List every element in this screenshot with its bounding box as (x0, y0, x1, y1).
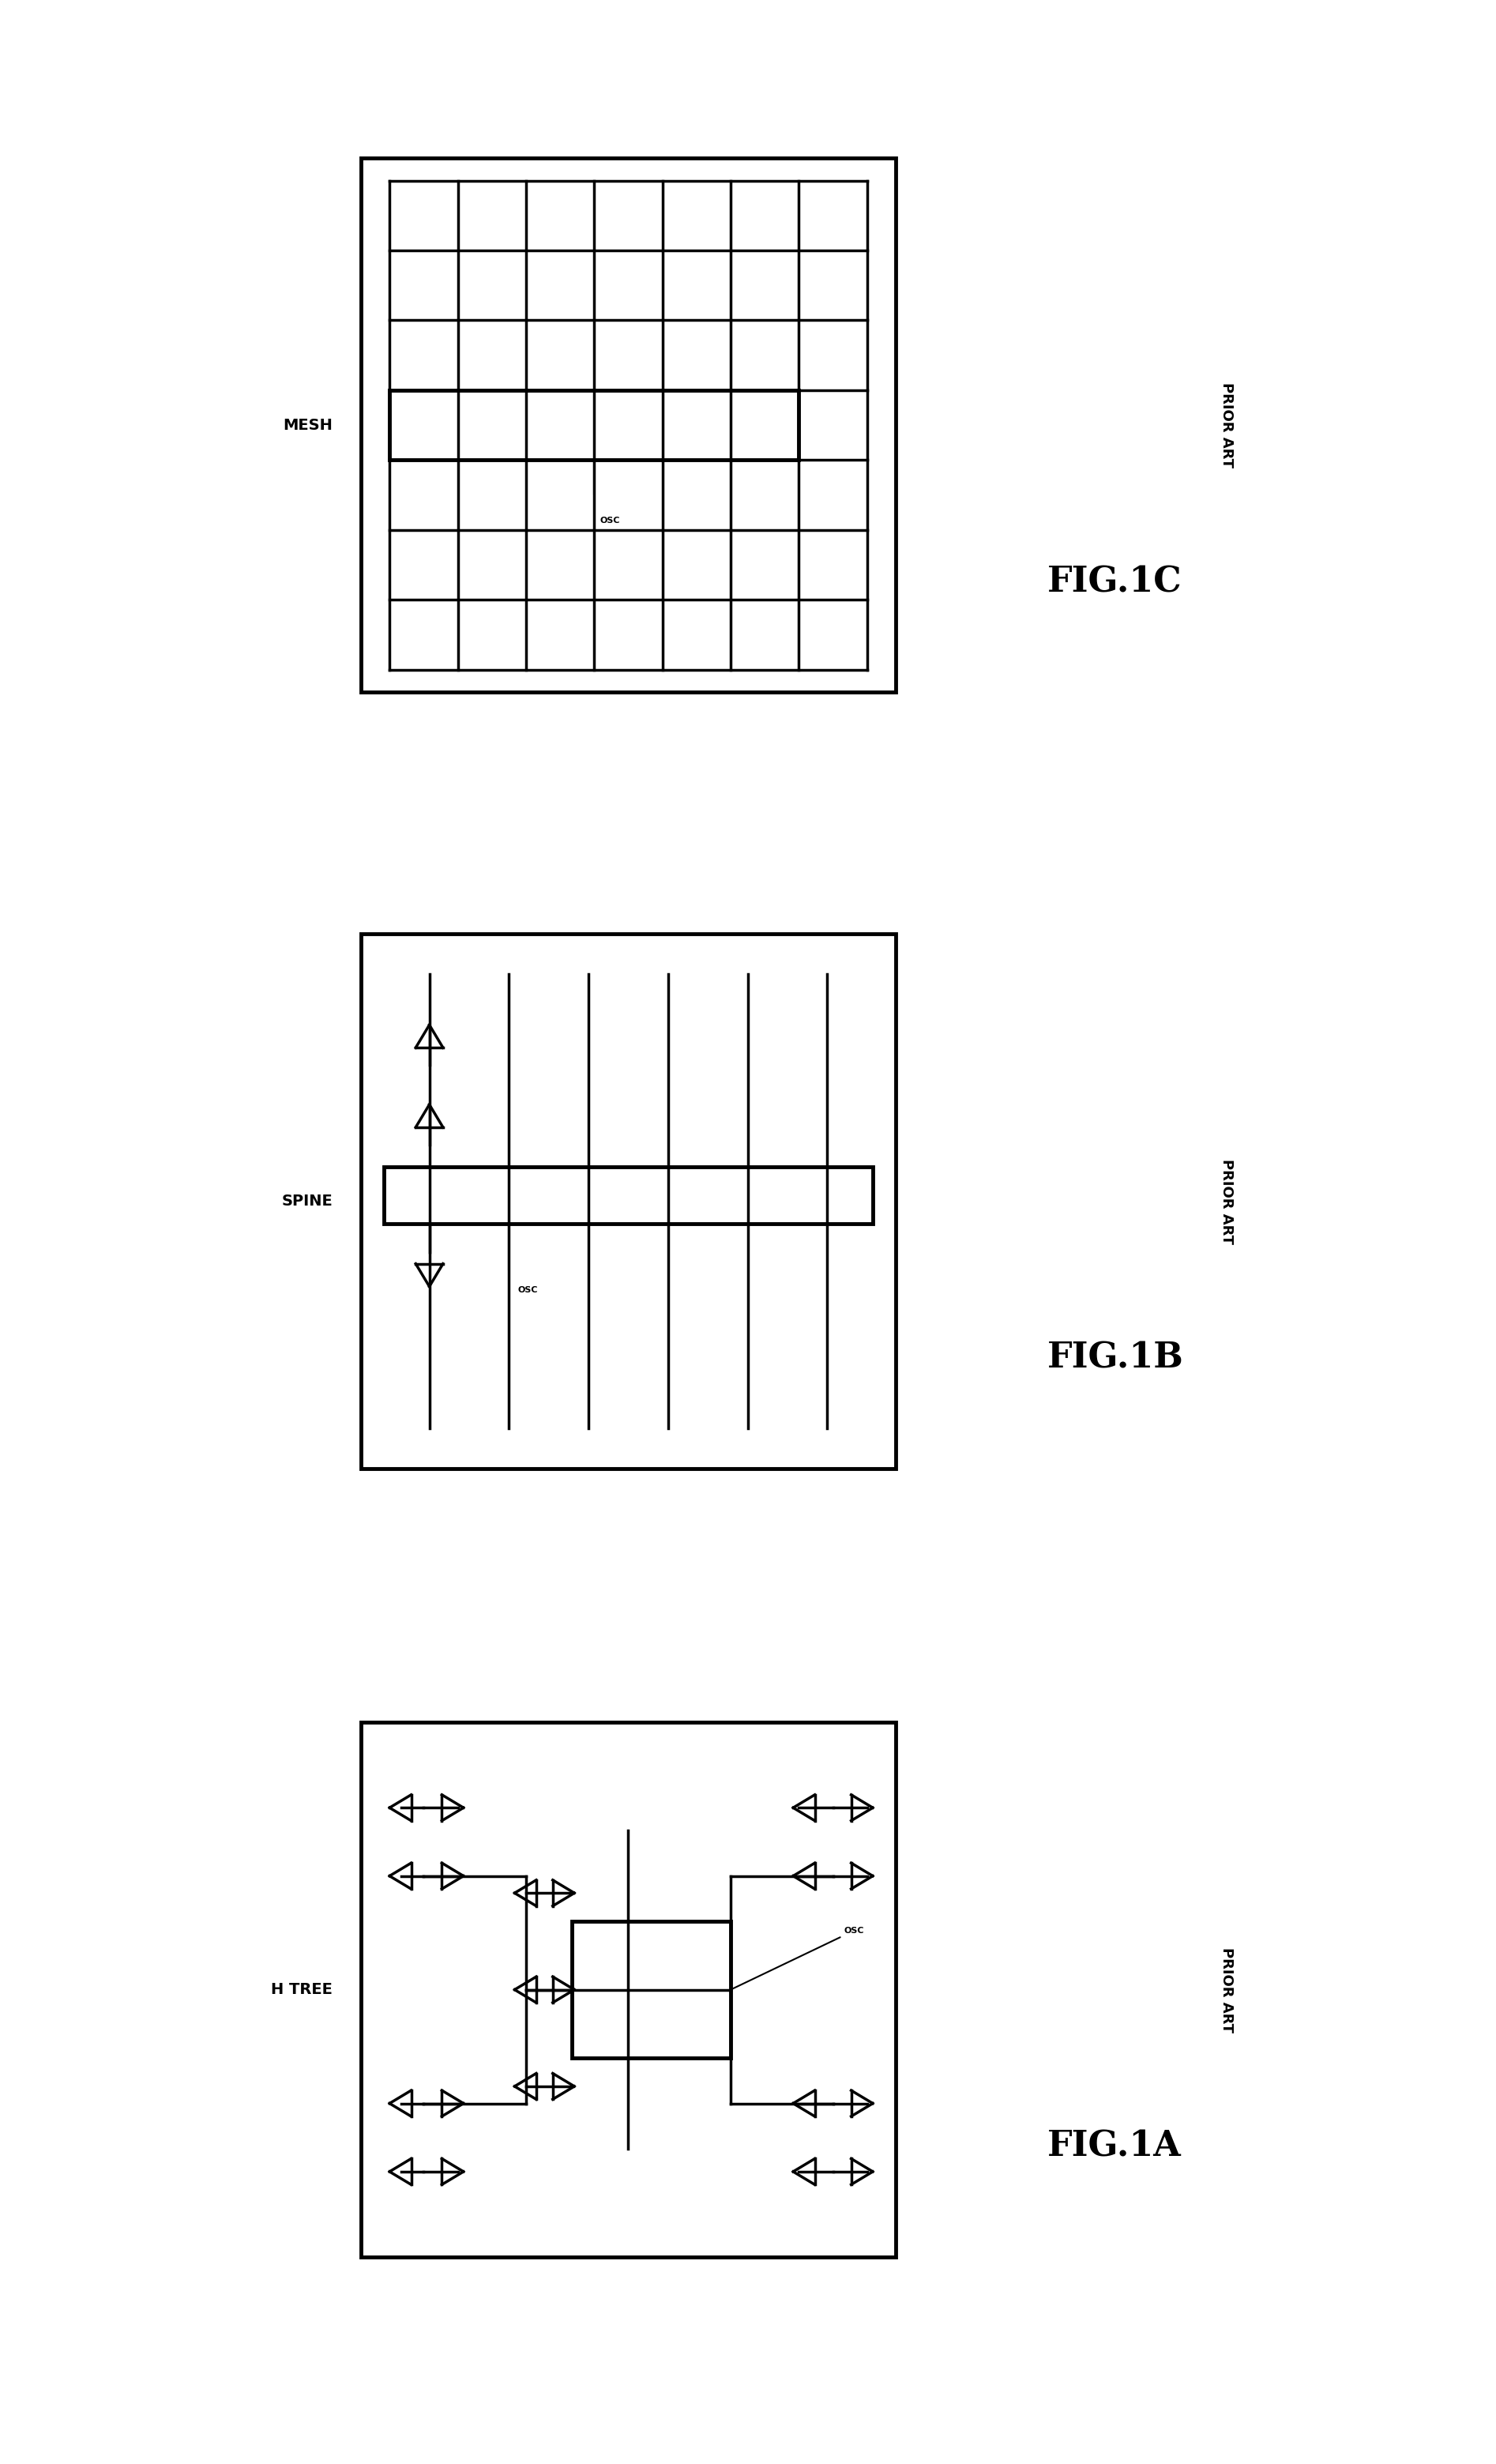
Text: OSC: OSC (518, 1286, 537, 1294)
Text: MESH: MESH (283, 416, 332, 434)
Text: OSC: OSC (733, 1927, 865, 1988)
Bar (389, 389, 799, 461)
Bar (571, 1922, 730, 2057)
Text: H TREE: H TREE (271, 1981, 332, 1998)
Bar (384, 1168, 872, 1225)
Text: PRIOR ART: PRIOR ART (1219, 1158, 1234, 1244)
Text: FIG.1A: FIG.1A (1047, 2129, 1182, 2163)
Text: FIG.1B: FIG.1B (1047, 1340, 1183, 1375)
Text: OSC: OSC (600, 517, 619, 525)
Text: PRIOR ART: PRIOR ART (1219, 1947, 1234, 2033)
Text: SPINE: SPINE (281, 1193, 332, 1210)
Text: FIG.1C: FIG.1C (1047, 564, 1182, 599)
Text: PRIOR ART: PRIOR ART (1219, 382, 1234, 468)
